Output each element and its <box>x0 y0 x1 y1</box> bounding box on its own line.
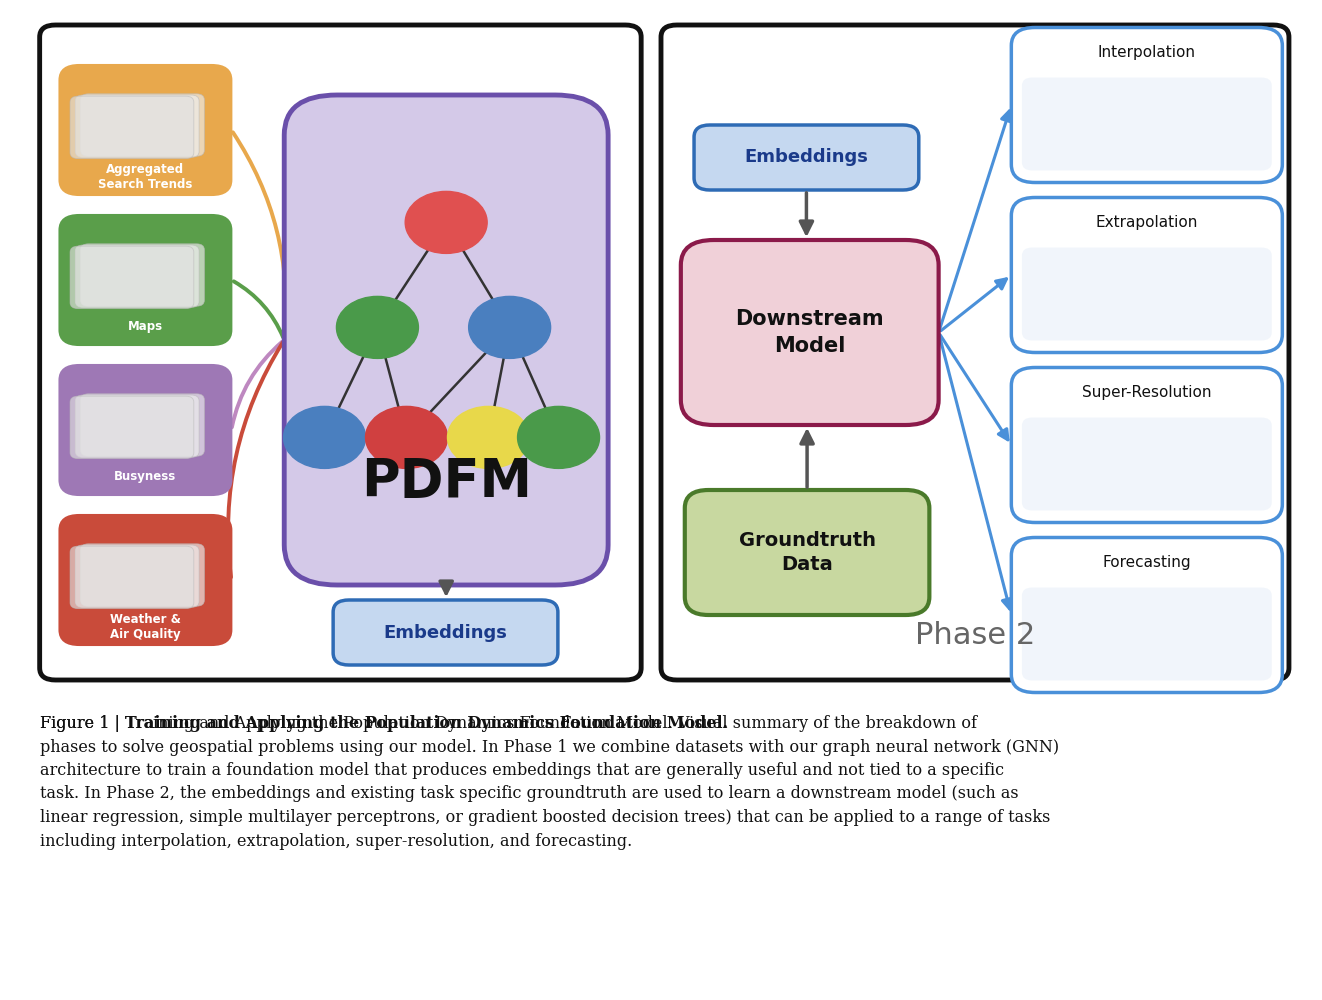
FancyArrowPatch shape <box>940 335 1013 609</box>
FancyBboxPatch shape <box>81 244 205 306</box>
FancyBboxPatch shape <box>284 95 608 585</box>
FancyArrowPatch shape <box>940 111 1011 330</box>
FancyBboxPatch shape <box>59 65 231 195</box>
FancyBboxPatch shape <box>1022 418 1272 510</box>
Text: Weather &
Air Quality: Weather & Air Quality <box>110 613 181 641</box>
Text: PDFM: PDFM <box>361 456 531 508</box>
FancyBboxPatch shape <box>681 240 939 425</box>
FancyBboxPatch shape <box>81 544 205 606</box>
Text: Busyness: Busyness <box>114 470 177 483</box>
Text: Phase 2: Phase 2 <box>915 620 1035 650</box>
Circle shape <box>284 406 365 468</box>
FancyBboxPatch shape <box>59 215 231 345</box>
FancyBboxPatch shape <box>59 365 231 495</box>
Text: Figure 1 | Training and Applying the Population Dynamics Foundation Model. Visua: Figure 1 | Training and Applying the Pop… <box>40 715 1059 850</box>
FancyBboxPatch shape <box>1022 587 1272 680</box>
FancyBboxPatch shape <box>1011 367 1282 522</box>
FancyBboxPatch shape <box>685 490 929 615</box>
FancyBboxPatch shape <box>333 600 558 665</box>
FancyArrowPatch shape <box>940 335 1007 440</box>
FancyBboxPatch shape <box>70 546 194 609</box>
FancyArrowPatch shape <box>229 342 283 577</box>
FancyBboxPatch shape <box>1011 27 1282 182</box>
FancyBboxPatch shape <box>75 545 200 607</box>
Text: Maps: Maps <box>128 320 163 333</box>
Circle shape <box>518 406 600 468</box>
Text: Embeddings: Embeddings <box>383 624 508 642</box>
FancyBboxPatch shape <box>75 95 200 157</box>
FancyBboxPatch shape <box>70 96 194 159</box>
Text: Groundtruth
Data: Groundtruth Data <box>739 530 875 574</box>
FancyBboxPatch shape <box>59 515 231 645</box>
Text: Downstream
Model: Downstream Model <box>735 309 884 356</box>
Text: Forecasting: Forecasting <box>1103 555 1191 570</box>
Circle shape <box>448 406 529 468</box>
FancyBboxPatch shape <box>1011 538 1282 692</box>
Circle shape <box>468 296 551 358</box>
Circle shape <box>405 191 488 253</box>
FancyArrowPatch shape <box>234 281 283 337</box>
FancyBboxPatch shape <box>70 396 194 459</box>
FancyBboxPatch shape <box>75 245 200 307</box>
FancyBboxPatch shape <box>1022 78 1272 170</box>
FancyBboxPatch shape <box>1022 247 1272 340</box>
Text: Embeddings: Embeddings <box>744 148 869 166</box>
FancyArrowPatch shape <box>231 342 282 427</box>
Circle shape <box>365 406 447 468</box>
Text: Aggregated
Search Trends: Aggregated Search Trends <box>98 163 193 191</box>
Text: Extrapolation: Extrapolation <box>1096 215 1198 230</box>
FancyBboxPatch shape <box>694 125 919 190</box>
FancyArrowPatch shape <box>233 132 286 337</box>
FancyArrowPatch shape <box>941 279 1006 331</box>
Text: Figure 1 |: Figure 1 | <box>40 715 124 732</box>
FancyBboxPatch shape <box>81 94 205 156</box>
FancyBboxPatch shape <box>40 25 641 680</box>
Text: Super-Resolution: Super-Resolution <box>1083 385 1211 400</box>
FancyBboxPatch shape <box>81 394 205 456</box>
Text: Training and Applying the Population Dynamics Foundation Model.: Training and Applying the Population Dyn… <box>124 715 728 732</box>
FancyBboxPatch shape <box>75 395 200 457</box>
FancyBboxPatch shape <box>1011 198 1282 353</box>
FancyBboxPatch shape <box>661 25 1289 680</box>
FancyBboxPatch shape <box>70 246 194 309</box>
Circle shape <box>337 296 418 358</box>
Text: Interpolation: Interpolation <box>1097 45 1196 60</box>
